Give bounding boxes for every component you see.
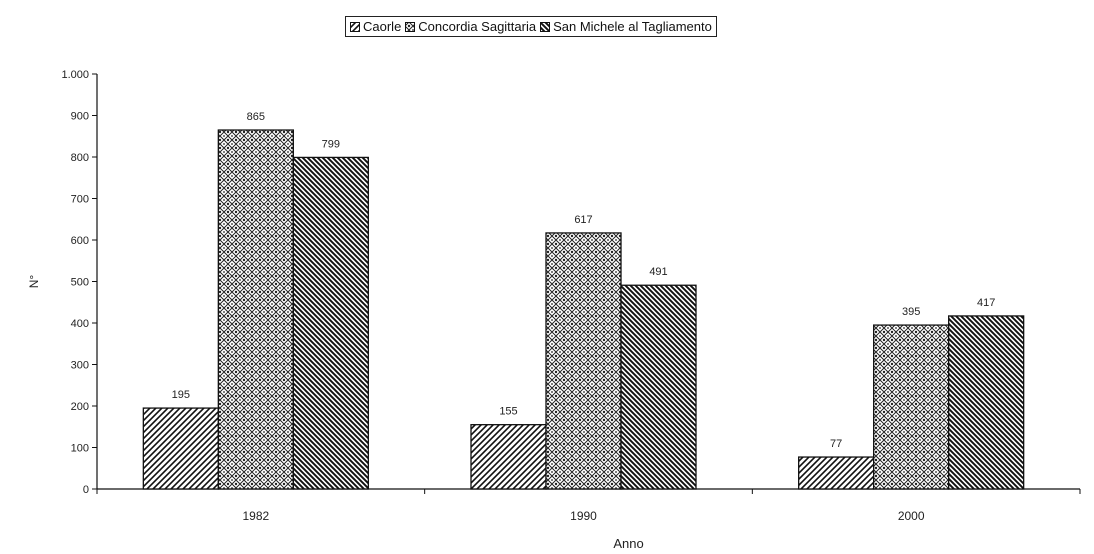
data-label: 617	[574, 214, 592, 226]
bar-caorle-2000	[798, 456, 875, 490]
data-label: 155	[499, 406, 517, 418]
bar-san-michele-al-tagliamento-2000	[948, 315, 1025, 490]
chart-legend: Caorle Concordia Sagittaria San Michele …	[345, 16, 717, 37]
legend-swatch-concordia	[405, 21, 416, 32]
y-tick-label: 100	[71, 443, 89, 455]
x-tick-label: 2000	[898, 509, 925, 523]
x-axis-label: Anno	[613, 536, 643, 551]
data-label: 195	[172, 389, 190, 401]
legend-swatch-caorle	[350, 21, 360, 32]
y-tick-label: 800	[71, 152, 89, 164]
x-tick-label: 1990	[570, 509, 597, 523]
y-tick-label: 0	[83, 484, 89, 496]
y-tick-label: 200	[71, 401, 89, 413]
legend-item-san-michele: San Michele al Tagliamento	[540, 19, 712, 34]
legend-label-caorle: Caorle	[363, 19, 402, 34]
y-tick-label: 400	[71, 318, 89, 330]
data-label: 417	[977, 297, 995, 309]
bar-concordia-sagittaria-2000	[873, 324, 950, 490]
y-tick-label: 600	[71, 235, 89, 247]
y-tick-label: 700	[71, 194, 89, 206]
legend-item-caorle: Caorle	[350, 19, 401, 34]
bar-concordia-sagittaria-1982	[217, 129, 294, 490]
data-label: 395	[902, 306, 920, 318]
bar-caorle-1982	[142, 407, 219, 490]
y-tick-label: 900	[71, 111, 89, 123]
x-tick-label: 1982	[242, 509, 269, 523]
data-label: 77	[830, 438, 842, 450]
legend-label-san-michele: San Michele al Tagliamento	[553, 19, 712, 34]
legend-swatch-san-michele	[540, 21, 551, 32]
y-tick-label: 500	[71, 277, 89, 289]
y-axis-label: N°	[27, 275, 41, 289]
legend-label-concordia: Concordia Sagittaria	[418, 19, 537, 34]
data-label: 799	[322, 138, 340, 150]
data-label: 865	[247, 111, 265, 123]
bar-caorle-1990	[470, 424, 547, 490]
bar-san-michele-al-tagliamento-1990	[620, 284, 697, 490]
data-label: 491	[649, 266, 667, 278]
bar-concordia-sagittaria-1990	[545, 232, 622, 490]
y-tick-label: 300	[71, 360, 89, 372]
legend-item-concordia: Concordia Sagittaria	[405, 19, 536, 34]
bar-san-michele-al-tagliamento-1982	[292, 156, 369, 490]
y-tick-label: 1.000	[61, 69, 89, 81]
